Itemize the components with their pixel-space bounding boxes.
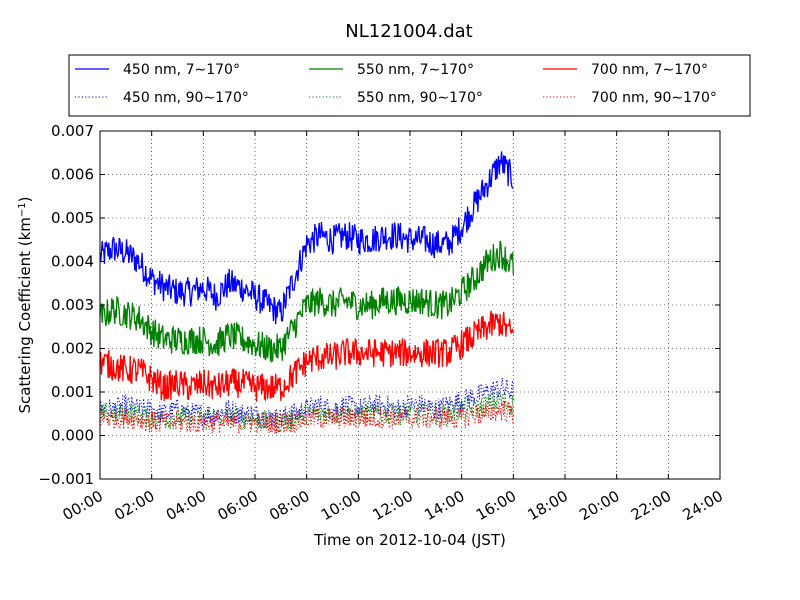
series-line-700-nm-7-170 [99,310,514,402]
x-axis-label: Time on 2012-10-04 (JST) [313,531,506,549]
chart-title: NL121004.dat [345,21,472,42]
y-tick-label: 0.004 [51,253,94,271]
y-tick-label: 0.000 [51,427,94,445]
legend-label: 700 nm, 7∼170° [591,62,708,78]
legend-label: 550 nm, 90∼170° [357,90,483,106]
legend-label: 700 nm, 90∼170° [591,90,717,106]
legend-label: 550 nm, 7∼170° [357,62,474,78]
y-tick-label: 0.005 [51,209,94,227]
legend-label: 450 nm, 90∼170° [123,90,249,106]
y-tick-label: 0.003 [51,296,94,314]
y-axis-label-main: Scattering Coefficient (km [16,217,34,413]
y-tick-label: 0.006 [51,166,94,184]
y-tick-label: 0.002 [51,340,94,358]
legend-label: 450 nm, 7∼170° [123,62,240,78]
series-line-700-nm-90-170 [99,400,514,435]
y-tick-labels: −0.001 0.000 0.001 0.002 0.003 0.004 0.005 0.00… [38,122,94,488]
y-tick-label: 0.007 [51,122,94,140]
series-line-550-nm-7-170 [99,240,514,364]
y-tick-label: 0.001 [51,383,94,401]
ticks [99,130,721,480]
y-axis-label-close: ) [16,196,34,202]
y-axis-label-exponent: −1 [17,202,28,217]
series-layer [99,151,514,435]
legend-box [68,54,751,117]
legend: 450 nm, 7∼170° 550 nm, 7∼170° 700 nm, 7∼17… [68,54,751,117]
y-tick-label: −0.001 [38,470,94,488]
y-axis-label: Scattering Coefficient (km−1) [16,196,34,413]
grid [100,131,720,479]
series-line-450-nm-7-170 [99,151,514,325]
